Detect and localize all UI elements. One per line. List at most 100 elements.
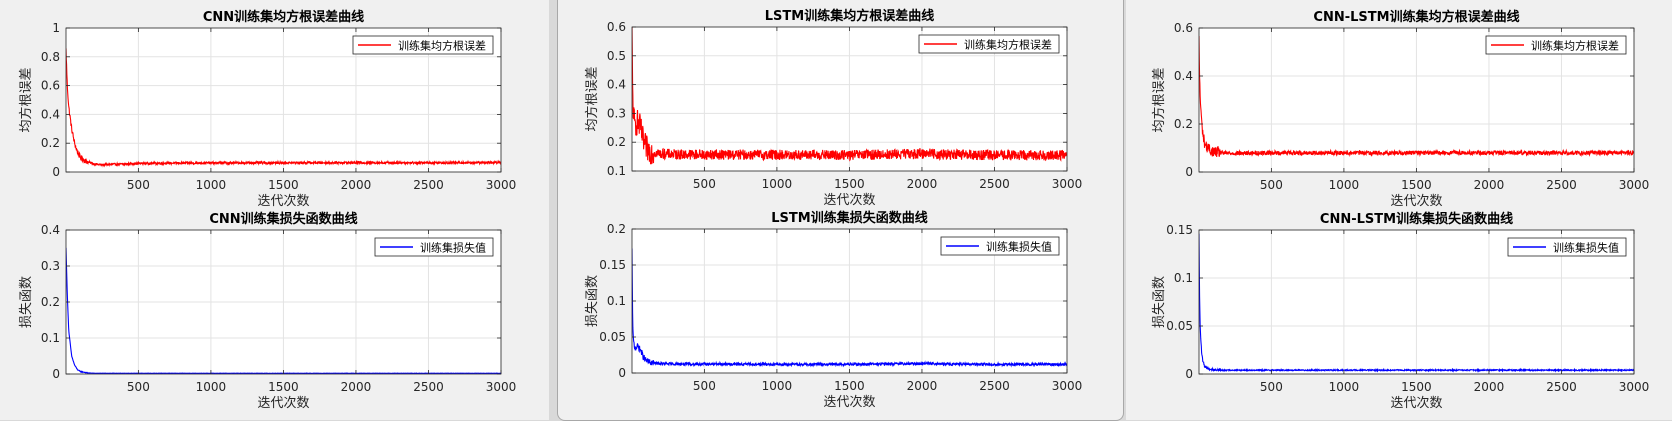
legend-box — [1507, 237, 1627, 257]
x-tick-label: 1000 — [1329, 380, 1360, 394]
y-axis-label: 损失函数 — [1152, 276, 1167, 328]
x-tick-label: 500 — [127, 380, 150, 394]
chart-title: LSTM训练集损失函数曲线 — [771, 210, 927, 226]
y-tick-label: 0.6 — [607, 20, 626, 34]
y-axis-label: 均方根误差 — [18, 67, 34, 132]
x-tick-label: 1500 — [268, 380, 299, 394]
x-tick-label: 1500 — [1401, 178, 1432, 192]
x-tick-label: 2000 — [1474, 380, 1505, 394]
y-tick-label: 0 — [618, 366, 626, 380]
chart-title: LSTM训练集均方根误差曲线 — [765, 8, 934, 24]
y-tick-label: 0.2 — [607, 135, 626, 149]
legend-label: 训练集均方根误差 — [964, 38, 1052, 52]
series-line-0 — [66, 48, 501, 168]
x-tick-label: 500 — [127, 178, 150, 192]
y-tick-label: 0.4 — [1174, 69, 1193, 83]
legend-label: 训练集损失值 — [986, 240, 1052, 254]
legend: 训练集均方根误差 — [1485, 35, 1627, 55]
legend: 训练集均方根误差 — [352, 35, 494, 55]
x-tick-label: 2000 — [1474, 178, 1505, 192]
chart-0-cnn-rmse: 500 1000 1500 2000 2500 3000 0 0.2 0.4 0.6 0.8 1 CNN… — [18, 9, 516, 209]
x-axis-label: 迭代次数 — [823, 192, 875, 208]
x-tick-label: 2500 — [413, 178, 444, 192]
y-tick-label: 0.1 — [607, 164, 626, 178]
x-tick-label: 1000 — [1329, 178, 1360, 192]
chart-4-cnn-lstm-rmse: 500 1000 1500 2000 2500 3000 0 0.2 0.4 0.6 CNN-LST… — [1151, 9, 1649, 209]
y-axis-label: 损失函数 — [585, 275, 600, 327]
legend-label: 训练集均方根误差 — [398, 39, 486, 53]
series-line-0 — [632, 27, 1067, 165]
x-tick-label: 2500 — [413, 380, 444, 394]
x-tick-label: 1500 — [1401, 380, 1432, 394]
y-tick-label: 0.1 — [1174, 271, 1193, 285]
legend-box — [352, 35, 494, 55]
x-tick-label: 500 — [1260, 380, 1283, 394]
y-tick-label: 0.1 — [41, 331, 60, 345]
x-tick-label: 3000 — [486, 178, 517, 192]
chart-title: CNN训练集损失函数曲线 — [209, 211, 357, 227]
x-axis-label: 迭代次数 — [1390, 193, 1442, 209]
x-tick-label: 1000 — [196, 380, 227, 394]
x-tick-label: 3000 — [1052, 379, 1083, 393]
legend-box — [374, 237, 494, 257]
chart-2-lstm-rmse: 500 1000 1500 2000 2500 3000 0.1 0.2 0.3 0.4 0.5 0.… — [584, 8, 1082, 208]
y-tick-label: 0 — [52, 165, 60, 179]
x-tick-label: 1500 — [268, 178, 299, 192]
legend: 训练集损失值 — [940, 236, 1060, 256]
legend-box — [918, 34, 1060, 54]
y-tick-label: 0.4 — [41, 107, 60, 121]
x-tick-label: 2000 — [907, 379, 938, 393]
series-line-0 — [632, 248, 1067, 368]
x-tick-label: 2500 — [979, 379, 1010, 393]
y-tick-label: 0.2 — [607, 222, 626, 236]
y-tick-label: 0.15 — [1166, 223, 1193, 237]
chart-3-lstm-loss: 500 1000 1500 2000 2500 3000 0 0.05 0.1 0.15 0.2 LS… — [585, 210, 1082, 410]
y-tick-label: 0.1 — [607, 294, 626, 308]
x-axis-label: 迭代次数 — [823, 394, 875, 410]
legend-label: 训练集损失值 — [420, 241, 486, 255]
chart-title: CNN训练集均方根误差曲线 — [203, 9, 364, 25]
y-tick-label: 0 — [52, 367, 60, 381]
y-tick-label: 0.4 — [607, 78, 626, 92]
legend: 训练集均方根误差 — [918, 34, 1060, 54]
x-tick-label: 2000 — [341, 380, 372, 394]
y-tick-label: 0.15 — [599, 258, 626, 272]
y-axis-label: 均方根误差 — [584, 66, 600, 131]
x-axis-label: 迭代次数 — [257, 193, 309, 209]
x-tick-label: 2500 — [1546, 380, 1577, 394]
legend-label: 训练集损失值 — [1553, 241, 1619, 255]
x-tick-label: 2500 — [1546, 178, 1577, 192]
y-axis-label: 损失函数 — [19, 276, 34, 328]
y-tick-label: 0.4 — [41, 223, 60, 237]
x-tick-label: 1500 — [834, 379, 865, 393]
series-line-0 — [1199, 36, 1634, 158]
x-axis-label: 迭代次数 — [1390, 395, 1442, 411]
x-tick-label: 1000 — [196, 178, 227, 192]
y-tick-label: 0.2 — [41, 136, 60, 150]
x-tick-label: 3000 — [1619, 178, 1650, 192]
x-tick-label: 3000 — [486, 380, 517, 394]
x-tick-label: 500 — [693, 379, 716, 393]
y-tick-label: 0.05 — [1166, 319, 1193, 333]
x-tick-label: 2000 — [341, 178, 372, 192]
y-tick-label: 0.5 — [607, 49, 626, 63]
y-tick-label: 0.3 — [41, 259, 60, 273]
y-tick-label: 0.6 — [41, 79, 60, 93]
x-tick-label: 1000 — [762, 379, 793, 393]
y-tick-label: 0.6 — [1174, 21, 1193, 35]
chart-1-cnn-loss: 500 1000 1500 2000 2500 3000 0 0.1 0.2 0.3 0.4 CNN训… — [19, 211, 516, 411]
legend: 训练集损失值 — [374, 237, 494, 257]
chart-5-cnn-lstm-loss: 500 1000 1500 2000 2500 3000 0 0.05 0.1 0.15 CNN-L… — [1152, 211, 1649, 411]
chart-title: CNN-LSTM训练集损失函数曲线 — [1320, 211, 1513, 227]
y-tick-label: 0 — [1185, 367, 1193, 381]
x-tick-label: 1000 — [762, 177, 793, 191]
chart-title: CNN-LSTM训练集均方根误差曲线 — [1313, 9, 1519, 25]
x-tick-label: 500 — [693, 177, 716, 191]
x-tick-label: 1500 — [834, 177, 865, 191]
y-tick-label: 0.05 — [599, 330, 626, 344]
x-tick-label: 3000 — [1052, 177, 1083, 191]
legend-box — [940, 236, 1060, 256]
legend-label: 训练集均方根误差 — [1531, 39, 1619, 53]
